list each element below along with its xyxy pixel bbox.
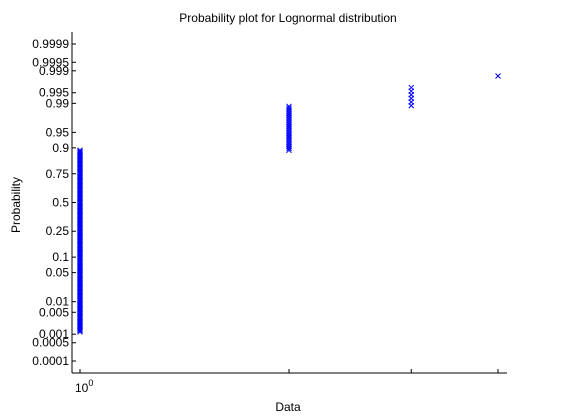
- y-tick-label: 0.999: [39, 64, 69, 78]
- y-tick-label: 0.01: [46, 295, 70, 309]
- x-axis-label: Data: [275, 400, 301, 414]
- y-tick-label: 0.995: [39, 86, 69, 100]
- data-point: [495, 73, 501, 79]
- data-point: [286, 103, 292, 110]
- y-tick-label: 0.1: [52, 250, 69, 264]
- data-point: [77, 148, 83, 155]
- y-tick-label: 0.75: [46, 167, 70, 181]
- y-tick-label: 0.9: [52, 141, 69, 155]
- y-tick-label: 0.0001: [32, 354, 69, 368]
- data-point: [408, 84, 415, 91]
- y-tick-label: 0.99: [46, 96, 70, 110]
- x-tick-label: 100: [75, 378, 93, 395]
- data-markers: [77, 73, 501, 335]
- y-tick-label: 0.005: [39, 305, 69, 319]
- y-axis-label: Probability: [9, 177, 23, 233]
- data-point: [77, 149, 83, 156]
- y-tick-label: 0.95: [46, 125, 70, 139]
- data-point: [77, 147, 83, 154]
- chart-title: Probability plot for Lognormal distribut…: [179, 11, 396, 25]
- y-tick-label: 0.9995: [32, 55, 69, 69]
- x-ticks-group: [79, 369, 499, 373]
- y-tick-label: 0.001: [39, 327, 69, 341]
- y-tick-label: 0.0005: [32, 336, 69, 350]
- y-tick-label: 0.5: [52, 196, 69, 210]
- data-point: [286, 105, 292, 111]
- y-tick-label: 0.25: [46, 224, 70, 238]
- y-tick-label: 0.9999: [32, 37, 69, 51]
- y-tick-label: 0.05: [46, 266, 70, 280]
